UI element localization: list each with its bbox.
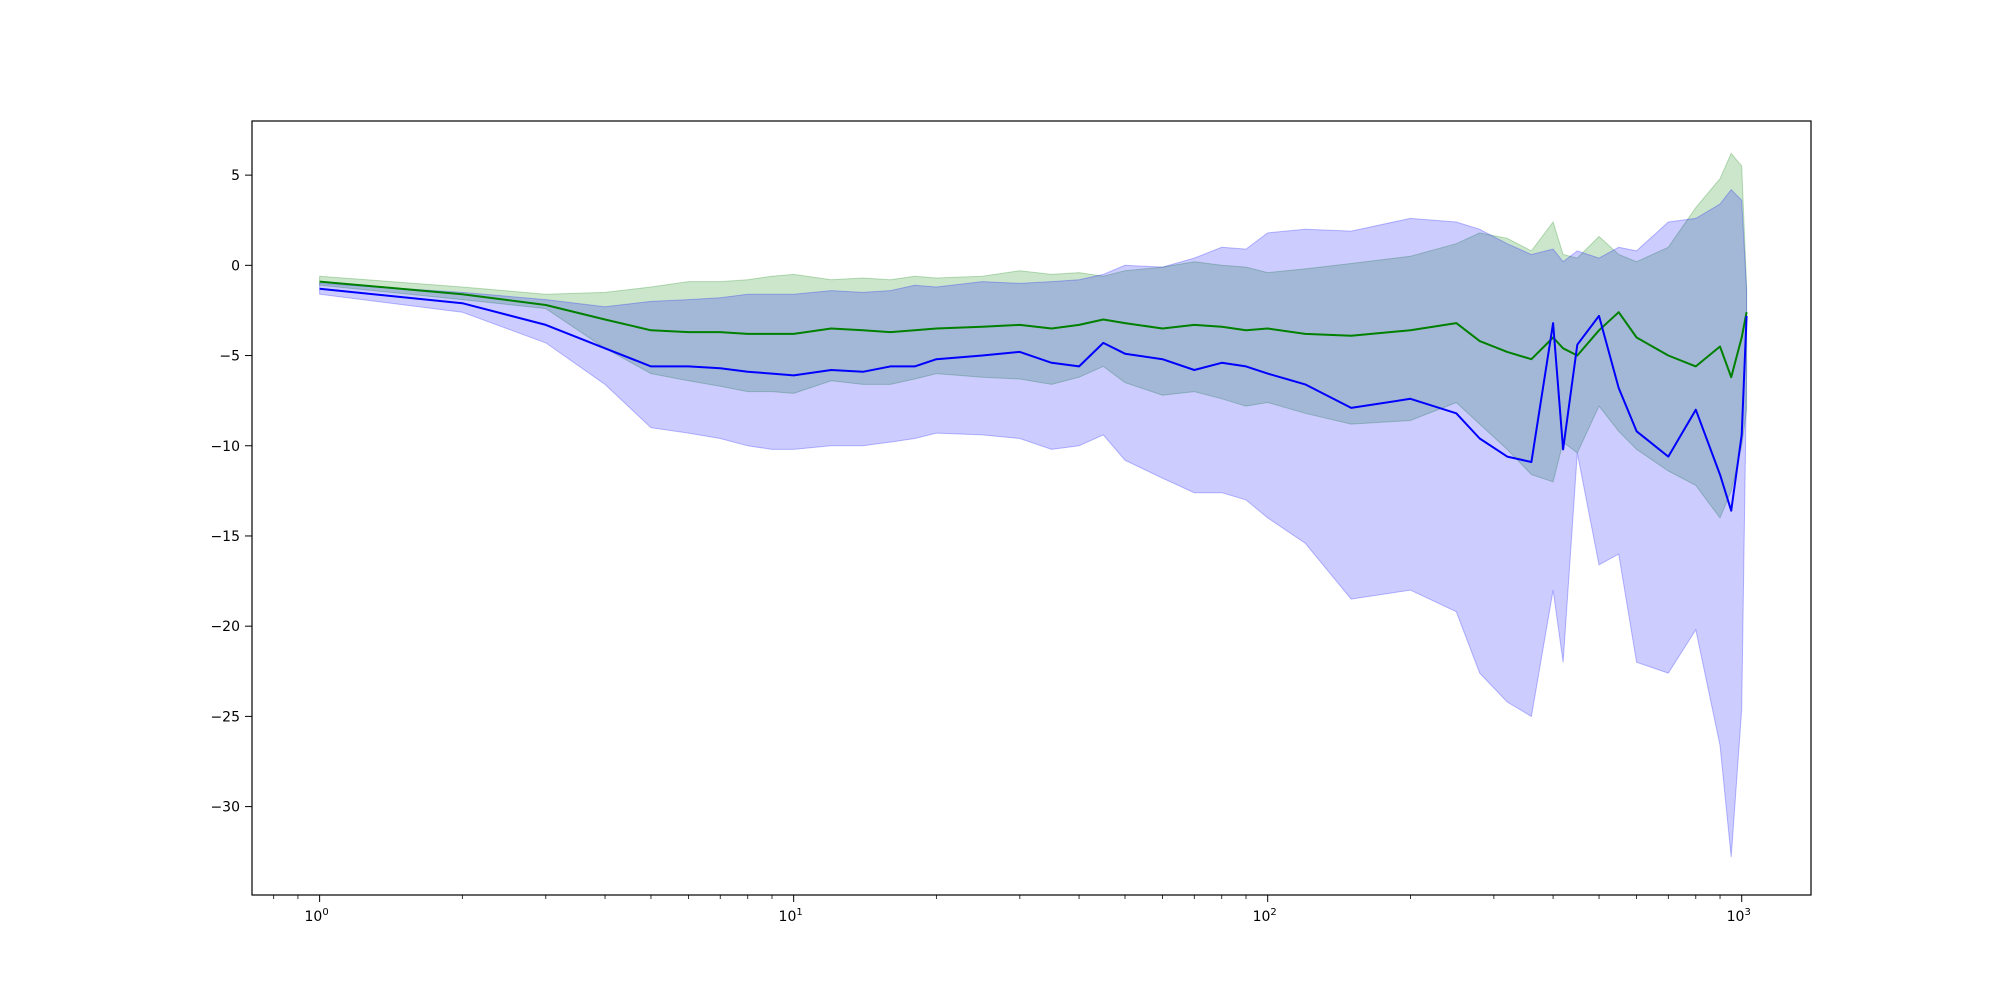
- x-axis: 100 101 102 103: [273, 895, 1751, 925]
- y-tick-label: −15: [210, 529, 240, 545]
- band-0: [319, 152, 1748, 519]
- y-tick-label: −20: [210, 619, 240, 635]
- y-tick-label: −25: [210, 709, 240, 725]
- x-tick-label: 102: [1253, 907, 1277, 925]
- x-tick-label: 100: [305, 907, 329, 925]
- y-tick-label: −5: [219, 349, 240, 365]
- x-tick-label: 103: [1727, 907, 1751, 925]
- series-lines: [319, 280, 1748, 512]
- plot-frame: [251, 120, 1812, 896]
- y-tick-label: −10: [210, 439, 240, 455]
- confidence-bands: [319, 152, 1748, 858]
- y-tick-label: 0: [231, 258, 240, 274]
- y-tick-label: 5: [231, 168, 240, 184]
- series-line-0: [319, 280, 1748, 379]
- series-line-1: [319, 287, 1748, 512]
- y-axis: 5 0 −5 −10 −15 −20 −25 −30: [210, 168, 252, 816]
- band-1: [319, 188, 1748, 858]
- x-tick-label: 101: [779, 907, 803, 925]
- y-tick-label: −30: [210, 800, 240, 816]
